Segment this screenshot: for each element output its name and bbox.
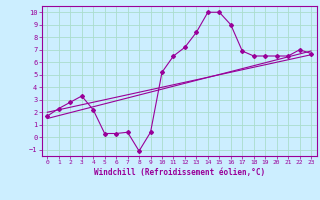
X-axis label: Windchill (Refroidissement éolien,°C): Windchill (Refroidissement éolien,°C)	[94, 168, 265, 177]
